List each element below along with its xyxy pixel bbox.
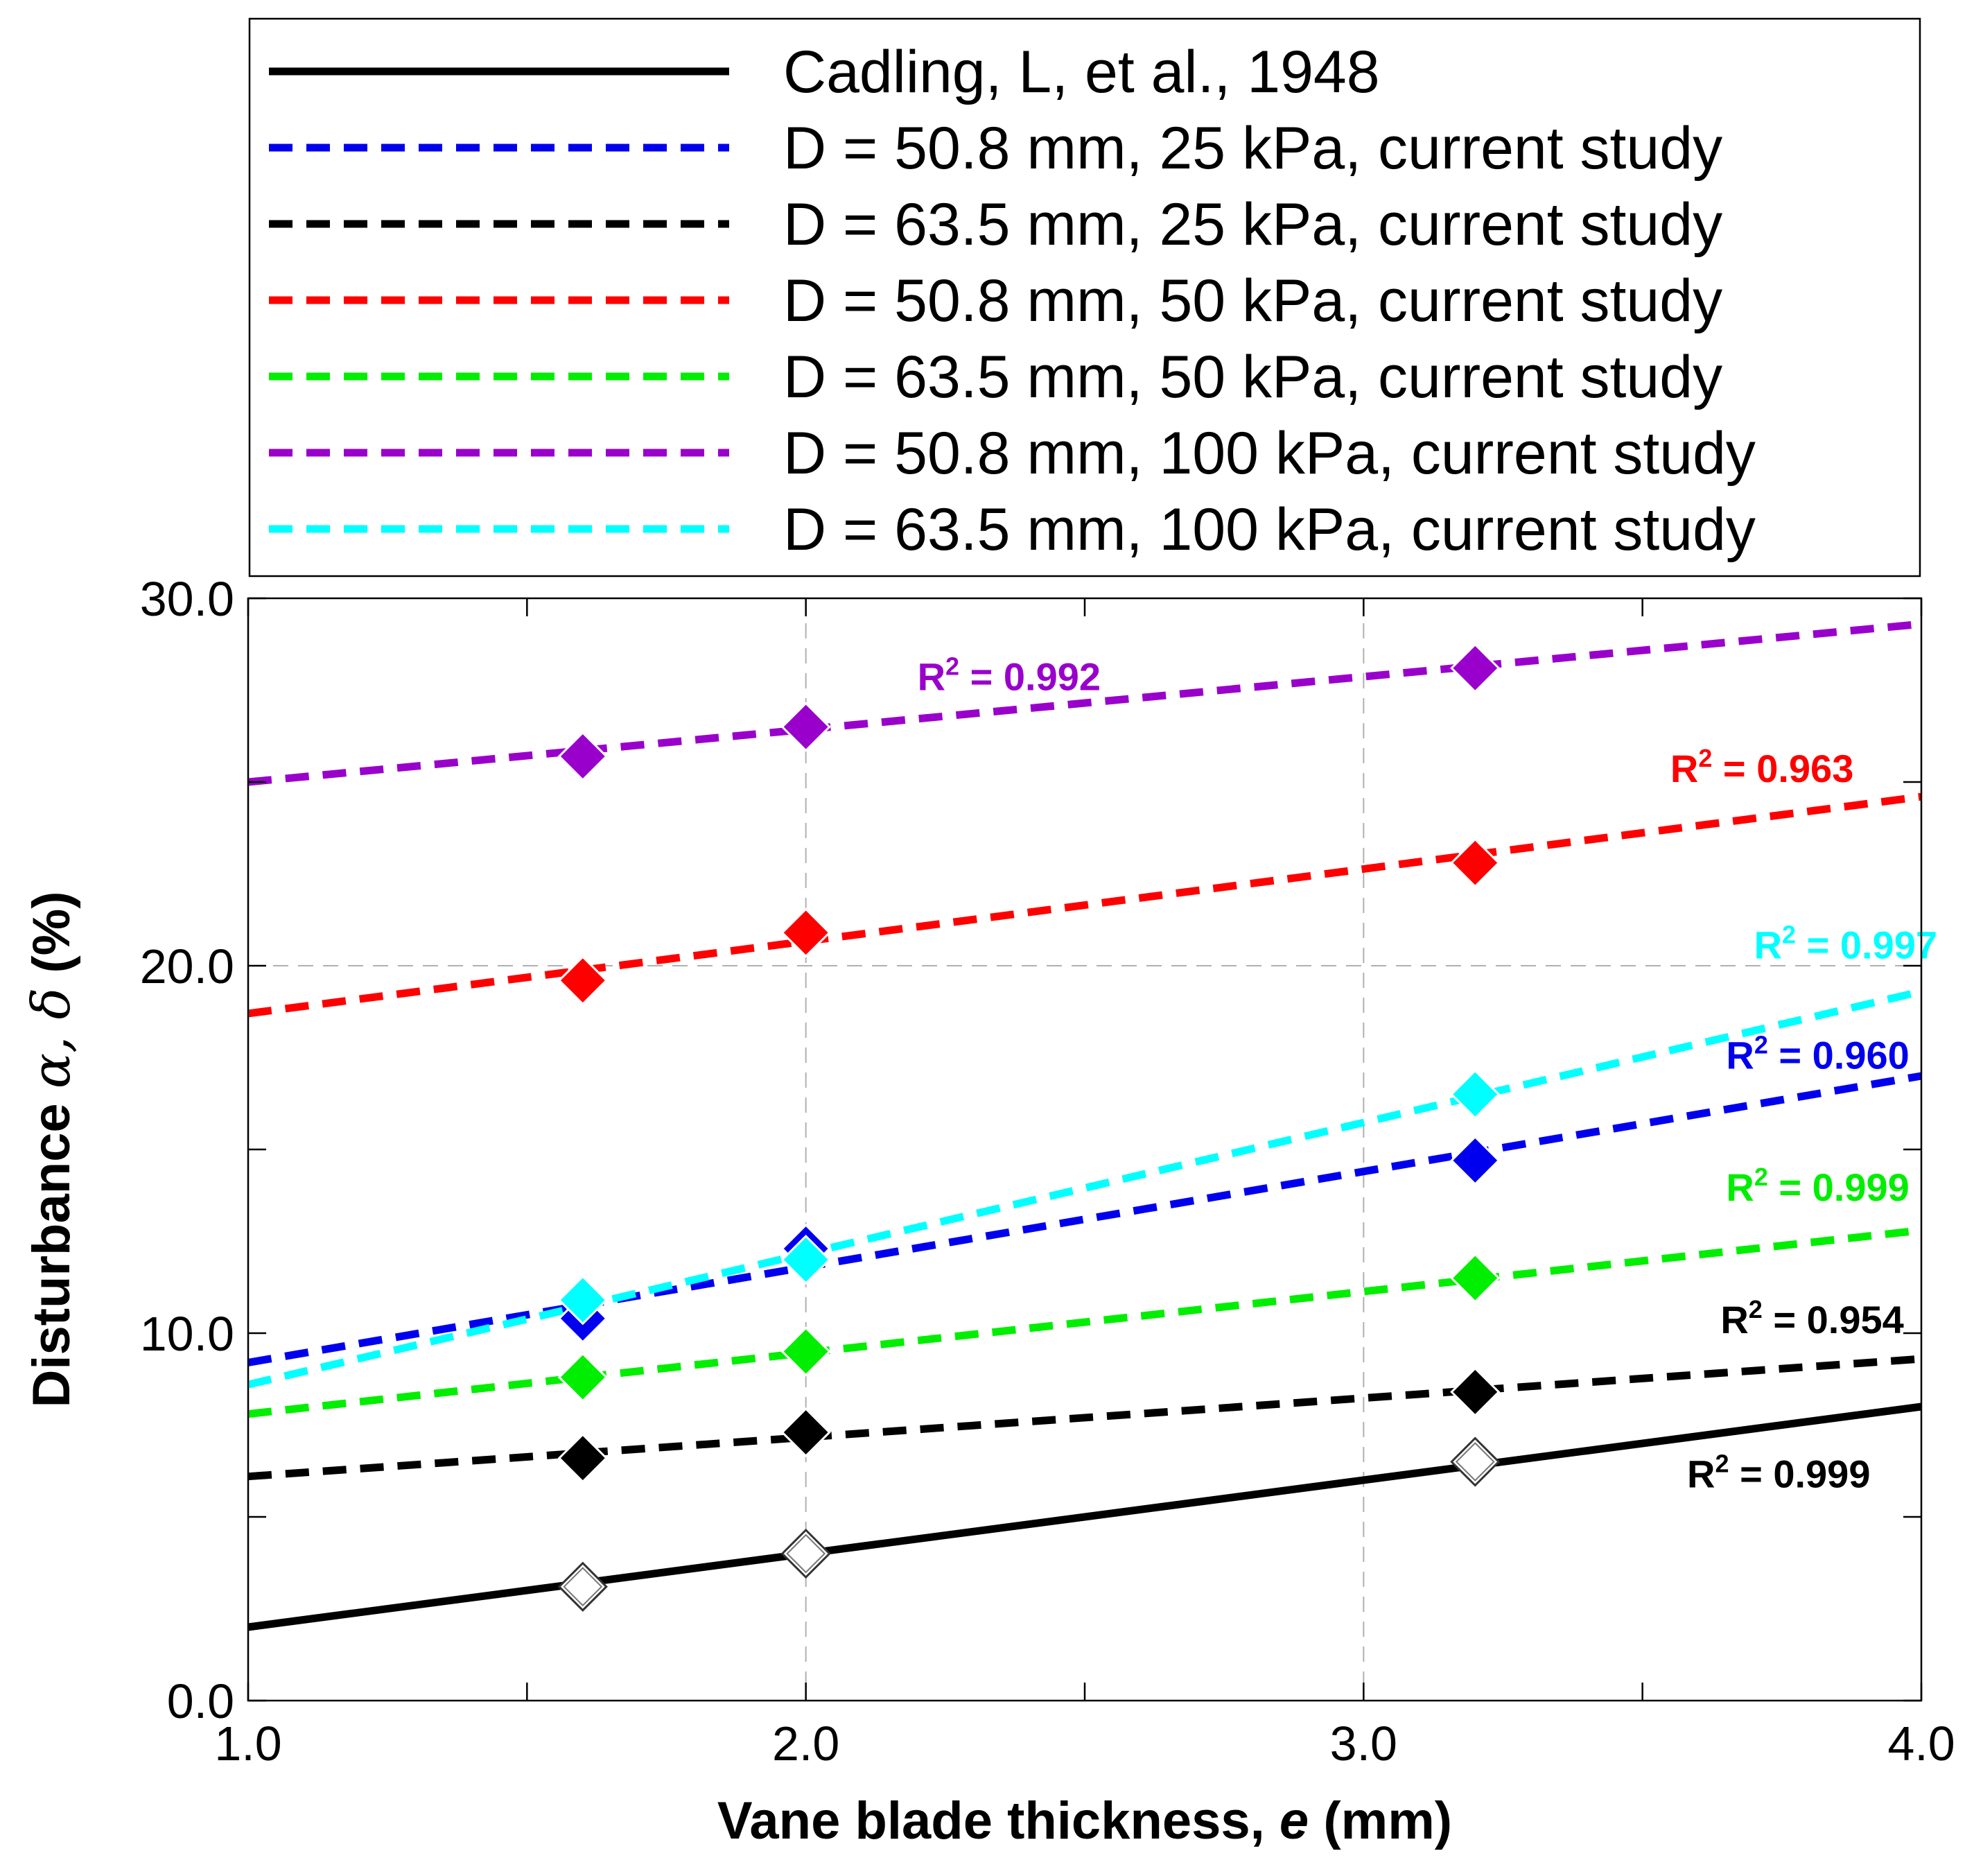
fit-line-4	[247, 1226, 1922, 1418]
x-tick-label: 1.0	[214, 1717, 281, 1771]
fit-line-1	[247, 1072, 1922, 1366]
r2-label-1: R2 = 0.960	[1726, 1030, 1909, 1077]
r2-label-5: R2 = 0.992	[918, 652, 1101, 699]
legend-label-2: D = 63.5 mm, 25 kPa, current study	[783, 191, 1722, 258]
data-point-4	[1450, 1253, 1501, 1303]
legend: Cadling, L, et al., 1948 D = 50.8 mm, 25 …	[248, 17, 1921, 577]
r2-label-4: R2 = 0.999	[1726, 1163, 1909, 1209]
data-point-inner-0	[1455, 1442, 1495, 1482]
data-point-3	[780, 907, 831, 958]
data-point-2	[780, 1407, 831, 1458]
x-tick-label: 4.0	[1887, 1717, 1955, 1771]
fit-line-0	[247, 1402, 1922, 1631]
data-point-1	[1450, 1135, 1501, 1186]
fit-line-6	[247, 987, 1923, 1389]
legend-label-6: D = 63.5 mm, 100 kPa, current study	[783, 496, 1756, 563]
data-markers	[557, 643, 1501, 1612]
x-tick-label: 2.0	[772, 1717, 839, 1771]
legend-label-3: D = 50.8 mm, 50 kPa, current study	[783, 268, 1722, 334]
data-point-2	[557, 1433, 608, 1484]
x-tick-label: 3.0	[1330, 1717, 1397, 1771]
r2-label-2: R2 = 0.954	[1720, 1295, 1903, 1341]
r2-label-0: R2 = 0.999	[1687, 1450, 1870, 1496]
data-point-0	[1450, 1436, 1501, 1487]
grid-lines	[248, 598, 1921, 1701]
data-point-5	[557, 731, 608, 782]
data-point-6	[780, 1234, 831, 1285]
legend-items: Cadling, L, et al., 1948 D = 50.8 mm, 25 …	[269, 39, 1756, 563]
data-point-2	[1450, 1366, 1501, 1417]
fit-line-5	[247, 620, 1922, 786]
y-tick-label: 20.0	[140, 939, 234, 993]
legend-label-4: D = 63.5 mm, 50 kPa, current study	[783, 344, 1722, 410]
data-point-5	[1450, 643, 1501, 693]
data-point-6	[1450, 1069, 1501, 1120]
r2-label-6: R2 = 0.997	[1754, 920, 1937, 966]
r2-labels: R2 = 0.999 R2 = 0.960 R2 = 0.954 R2 = 0.963…	[918, 652, 1937, 1496]
data-point-4	[557, 1352, 608, 1402]
legend-label-5: D = 50.8 mm, 100 kPa, current study	[783, 420, 1756, 487]
x-axis-label: Vane blade thickness, e (mm)	[717, 1791, 1452, 1850]
data-point-6	[557, 1275, 608, 1326]
fit-line-2	[247, 1355, 1922, 1481]
data-point-4	[780, 1326, 831, 1377]
tick-labels: 1.0 2.0 3.0 4.0 0.0 10.0 20.0 30.0	[140, 572, 1955, 1771]
data-point-3	[557, 955, 608, 1006]
y-tick-label: 30.0	[140, 572, 234, 626]
r2-label-3: R2 = 0.963	[1670, 744, 1853, 790]
legend-label-1: D = 50.8 mm, 25 kPa, current study	[783, 115, 1722, 182]
legend-box	[248, 17, 1921, 577]
data-point-0	[557, 1561, 608, 1612]
data-point-inner-0	[563, 1567, 603, 1607]
y-tick-label: 10.0	[140, 1307, 234, 1361]
data-point-5	[780, 702, 831, 752]
fit-lines	[247, 620, 1923, 1631]
y-axis-label: Disturbance α, δ (%)	[20, 891, 82, 1407]
data-point-0	[780, 1528, 831, 1579]
data-point-inner-0	[786, 1534, 826, 1574]
y-tick-label: 0.0	[167, 1674, 234, 1728]
data-point-3	[1450, 837, 1501, 888]
axis-ticks	[247, 597, 1923, 1702]
fit-line-3	[247, 792, 1922, 1018]
legend-label-0: Cadling, L, et al., 1948	[783, 39, 1380, 105]
